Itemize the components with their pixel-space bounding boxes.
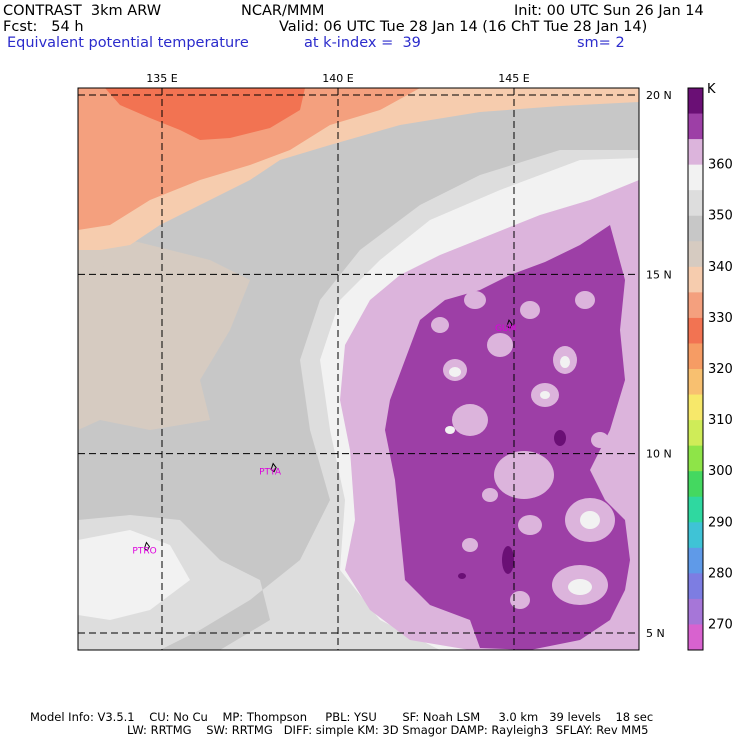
x-tick-label: 140 E [322, 72, 353, 85]
footer-model-info: Model Info: V3.5.1 CU: No Cu MP: Thompso… [30, 710, 654, 724]
init-time: Init: 00 UTC Sun 26 Jan 14 [514, 3, 704, 19]
y-tick-label: 10 N [646, 448, 672, 461]
colorbar-swatch [688, 547, 703, 574]
field-region-330 [105, 88, 305, 140]
y-tick-label: 15 N [646, 268, 672, 281]
colorbar-swatch [688, 624, 703, 651]
field-bubbles-light [445, 356, 600, 595]
x-tick-labels: 135 E 140 E 145 E [146, 72, 529, 85]
footer-model-physics: LW: RRTMG SW: RRTMG DIFF: simple KM: 3D … [127, 723, 649, 737]
colorbar-tick-label: 290 [708, 515, 733, 530]
colorbar-tick-label: 360 [708, 158, 733, 173]
station-label: GUM [495, 324, 516, 334]
colorbar-tick-label: 270 [708, 617, 733, 632]
station-label: PTRO [132, 547, 156, 557]
grid-lines [78, 88, 639, 650]
colorbar-frame [687, 87, 704, 651]
station-label: PTYA [259, 468, 282, 478]
colorbar-swatch [688, 164, 703, 191]
station-island-outline [270, 462, 277, 473]
colorbar: 270 280 290 300 310 320 330 340 350 360 [687, 87, 733, 651]
colorbar-swatch [688, 420, 703, 447]
y-tick-label: 5 N [646, 627, 665, 640]
model-label: CONTRAST 3km ARW [3, 3, 162, 19]
colorbar-swatch [688, 292, 703, 319]
colorbar-swatch [688, 445, 703, 472]
colorbar-tick-label: 300 [708, 464, 733, 479]
org-label: NCAR/MMM [241, 3, 325, 19]
colorbar-swatch [688, 190, 703, 217]
colorbar-swatch [688, 139, 703, 166]
colorbar-swatch [688, 317, 703, 344]
colorbar-swatch [688, 369, 703, 396]
colorbar-tick-label: 340 [708, 260, 733, 275]
colorbar-tick-label: 310 [708, 413, 733, 428]
field-region-335 [78, 88, 420, 230]
colorbar-swatch [688, 241, 703, 268]
y-tick-label: 20 N [646, 89, 672, 102]
field-region-345 [78, 88, 639, 430]
level-info: at k-index = 39 [304, 35, 421, 51]
field-region-345b [78, 265, 230, 420]
station-markers: GUM PTYA PTRO [132, 319, 516, 557]
colorbar-swatch [688, 215, 703, 242]
heatmap-field [78, 88, 639, 650]
x-tick-label: 145 E [498, 72, 529, 85]
field-darkest [458, 430, 566, 579]
colorbar-unit: K [707, 82, 716, 97]
colorbar-swatch [688, 394, 703, 421]
colorbar-swatch [688, 522, 703, 549]
colorbar-swatch [688, 471, 703, 498]
colorbar-tick-label: 350 [708, 209, 733, 224]
smoothing-info: sm= 2 [577, 35, 625, 51]
plot-frame [77, 87, 640, 651]
colorbar-tick-label: 320 [708, 362, 733, 377]
colorbar-tick-label: 280 [708, 566, 733, 581]
colorbar-swatch [688, 573, 703, 600]
colorbar-tick-label: 330 [708, 311, 733, 326]
colorbar-swatch [688, 266, 703, 293]
colorbar-swatch [688, 598, 703, 625]
valid-time: Valid: 06 UTC Tue 28 Jan 14 (16 ChT Tue … [279, 19, 648, 35]
colorbar-swatch [688, 496, 703, 523]
station-island-outline [506, 319, 513, 329]
station-island-outline [143, 541, 150, 552]
y-tick-labels: 20 N 15 N 10 N 5 N [646, 89, 672, 640]
colorbar-swatch [688, 113, 703, 140]
colorbar-swatch [688, 88, 703, 115]
x-tick-label: 135 E [146, 72, 177, 85]
forecast-hour: Fcst: 54 h [3, 19, 84, 35]
colorbar-swatch [688, 343, 703, 370]
field-region-370 [385, 225, 630, 650]
field-name: Equivalent potential temperature [7, 35, 249, 51]
